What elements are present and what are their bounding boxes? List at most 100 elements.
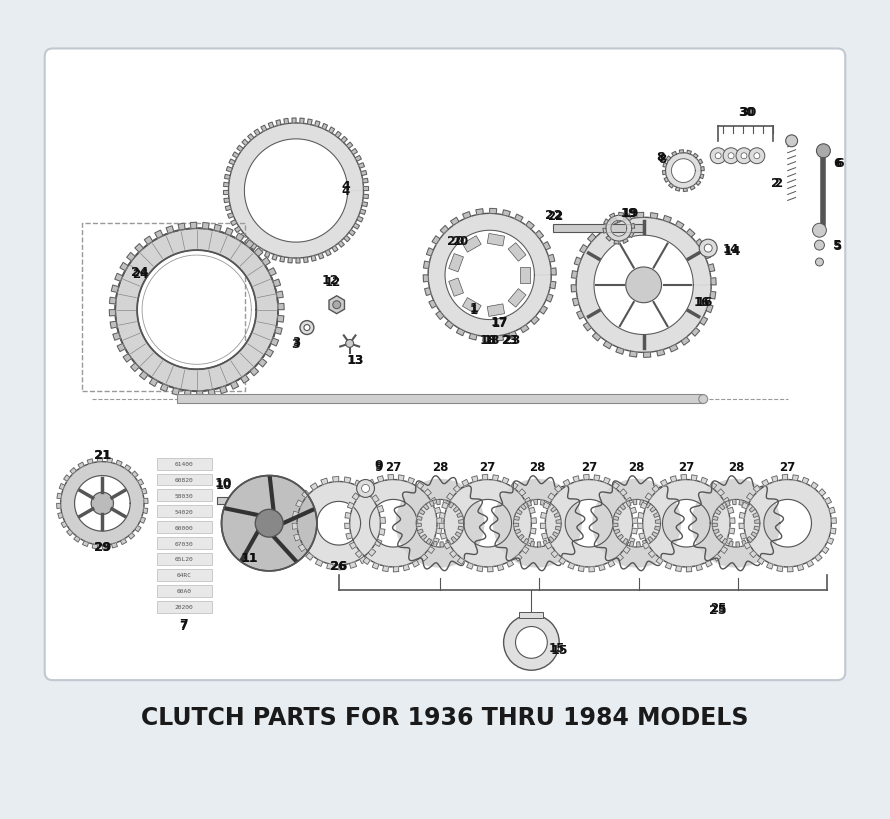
Polygon shape bbox=[436, 312, 444, 320]
Polygon shape bbox=[626, 498, 633, 505]
Polygon shape bbox=[361, 171, 367, 176]
Polygon shape bbox=[612, 482, 619, 490]
Polygon shape bbox=[297, 482, 380, 565]
Polygon shape bbox=[525, 498, 531, 505]
Polygon shape bbox=[572, 299, 579, 306]
Polygon shape bbox=[434, 508, 441, 514]
Polygon shape bbox=[745, 502, 750, 509]
Polygon shape bbox=[516, 509, 522, 515]
Polygon shape bbox=[272, 255, 278, 260]
Polygon shape bbox=[428, 214, 551, 337]
Polygon shape bbox=[295, 500, 303, 508]
Polygon shape bbox=[551, 269, 556, 275]
Polygon shape bbox=[725, 501, 730, 507]
Polygon shape bbox=[739, 500, 743, 505]
Polygon shape bbox=[553, 532, 559, 537]
Polygon shape bbox=[292, 523, 297, 530]
Polygon shape bbox=[307, 120, 312, 125]
Polygon shape bbox=[522, 547, 529, 554]
Polygon shape bbox=[359, 486, 366, 493]
Polygon shape bbox=[825, 498, 831, 505]
Polygon shape bbox=[577, 311, 584, 319]
Polygon shape bbox=[115, 274, 123, 282]
Polygon shape bbox=[608, 560, 615, 568]
Polygon shape bbox=[527, 538, 534, 545]
Polygon shape bbox=[375, 540, 382, 547]
Circle shape bbox=[741, 153, 747, 160]
Polygon shape bbox=[58, 513, 63, 518]
Polygon shape bbox=[815, 554, 822, 562]
Polygon shape bbox=[220, 387, 227, 394]
Polygon shape bbox=[831, 518, 837, 523]
Polygon shape bbox=[453, 507, 459, 513]
Polygon shape bbox=[355, 551, 362, 558]
Circle shape bbox=[816, 145, 830, 159]
Polygon shape bbox=[224, 199, 230, 203]
Polygon shape bbox=[352, 493, 360, 500]
Text: 58030: 58030 bbox=[174, 493, 193, 498]
Polygon shape bbox=[368, 480, 375, 486]
Polygon shape bbox=[109, 298, 116, 305]
Polygon shape bbox=[300, 119, 304, 124]
Polygon shape bbox=[261, 126, 267, 132]
Polygon shape bbox=[396, 480, 484, 568]
Polygon shape bbox=[61, 462, 144, 545]
Polygon shape bbox=[111, 543, 117, 548]
Polygon shape bbox=[329, 296, 344, 314]
Bar bbox=[520, 612, 543, 618]
Polygon shape bbox=[326, 251, 331, 256]
Polygon shape bbox=[555, 527, 561, 531]
Polygon shape bbox=[706, 305, 713, 313]
Polygon shape bbox=[589, 567, 595, 572]
Text: 16: 16 bbox=[696, 296, 713, 309]
Polygon shape bbox=[610, 219, 618, 226]
Polygon shape bbox=[311, 483, 318, 491]
Polygon shape bbox=[57, 494, 61, 499]
Polygon shape bbox=[619, 213, 624, 217]
Polygon shape bbox=[224, 175, 231, 180]
Polygon shape bbox=[687, 151, 692, 155]
Polygon shape bbox=[679, 151, 684, 154]
Text: 28: 28 bbox=[728, 460, 744, 473]
Polygon shape bbox=[278, 316, 284, 323]
Polygon shape bbox=[427, 547, 434, 554]
Text: 1: 1 bbox=[470, 304, 478, 317]
Polygon shape bbox=[265, 349, 273, 358]
Polygon shape bbox=[388, 475, 393, 480]
Polygon shape bbox=[554, 486, 562, 493]
Polygon shape bbox=[223, 183, 229, 188]
Polygon shape bbox=[372, 563, 379, 569]
Polygon shape bbox=[135, 244, 143, 253]
Bar bbox=[487, 305, 505, 317]
Text: 29: 29 bbox=[94, 540, 110, 553]
Polygon shape bbox=[131, 364, 139, 372]
Polygon shape bbox=[97, 458, 102, 463]
Polygon shape bbox=[829, 508, 835, 514]
Circle shape bbox=[814, 241, 824, 251]
Polygon shape bbox=[638, 523, 643, 529]
Polygon shape bbox=[262, 258, 271, 266]
Polygon shape bbox=[620, 489, 627, 496]
Polygon shape bbox=[576, 218, 711, 353]
Polygon shape bbox=[451, 537, 457, 543]
Text: 14: 14 bbox=[724, 244, 740, 257]
Polygon shape bbox=[521, 505, 526, 510]
Polygon shape bbox=[436, 500, 440, 505]
Polygon shape bbox=[527, 501, 531, 507]
Polygon shape bbox=[423, 505, 429, 510]
Polygon shape bbox=[668, 184, 674, 188]
Text: 60A0: 60A0 bbox=[176, 589, 191, 594]
Polygon shape bbox=[542, 533, 547, 540]
Bar bbox=[487, 234, 505, 247]
Polygon shape bbox=[753, 513, 758, 518]
Polygon shape bbox=[730, 518, 735, 523]
Polygon shape bbox=[663, 216, 671, 223]
Polygon shape bbox=[676, 222, 684, 229]
Polygon shape bbox=[757, 558, 765, 565]
Polygon shape bbox=[355, 481, 362, 487]
Polygon shape bbox=[811, 482, 818, 490]
Polygon shape bbox=[643, 480, 730, 568]
Polygon shape bbox=[531, 317, 539, 325]
Polygon shape bbox=[782, 475, 788, 480]
Bar bbox=[157, 601, 212, 613]
